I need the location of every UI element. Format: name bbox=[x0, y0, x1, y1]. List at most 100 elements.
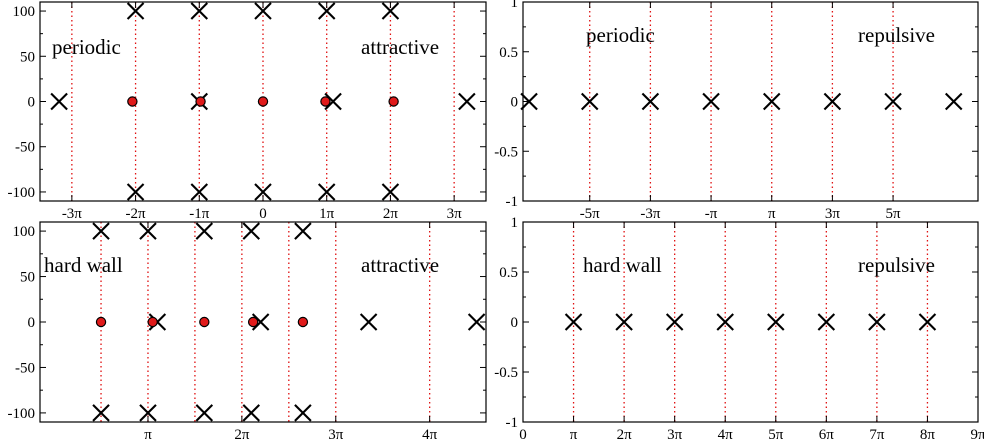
cross-marker-10 bbox=[139, 404, 157, 422]
x-tick-label: 6π bbox=[819, 427, 835, 443]
cross-marker-3 bbox=[467, 313, 486, 331]
y-tick-label: 0 bbox=[28, 95, 36, 111]
panel-bottom-right: 0 π 2π 3π 4π 5π 6π 7π 8π 9π -1 -0.5 0 0.5 1 hard wall re… bbox=[494, 215, 984, 443]
y-tick-label: -1 bbox=[506, 415, 519, 431]
x-tick-label: -5π bbox=[580, 206, 600, 222]
x-tick-label: 3π bbox=[447, 206, 463, 222]
x-tick-label: 8π bbox=[920, 427, 936, 443]
cross-marker-0 bbox=[520, 92, 538, 111]
x-tick-label: 0 bbox=[519, 427, 527, 443]
cross-marker-6 bbox=[884, 92, 902, 111]
x-tick-label: 3π bbox=[328, 427, 344, 443]
plot-frame bbox=[522, 221, 979, 423]
cross-marker-6 bbox=[868, 313, 886, 331]
x-tick-label: 4π bbox=[422, 427, 438, 443]
cross-marker-7 bbox=[944, 92, 963, 111]
cross-marker-10 bbox=[190, 183, 209, 201]
panel-annotation: periodic bbox=[586, 23, 655, 47]
cross-marker-4 bbox=[762, 92, 781, 111]
cross-marker-5 bbox=[139, 222, 157, 240]
cross-marker-6 bbox=[195, 222, 214, 240]
plot-frame bbox=[39, 221, 487, 423]
x-tick-label: 2π bbox=[383, 206, 399, 222]
cross-marker-4 bbox=[767, 313, 785, 331]
y-tick-label: -100 bbox=[8, 185, 36, 201]
cross-marker-5 bbox=[190, 2, 209, 20]
x-tick-label: 4π bbox=[718, 427, 734, 443]
red-dot-marker-4 bbox=[297, 316, 309, 328]
panel-annotation: periodic bbox=[52, 35, 121, 59]
y-tick-label: 100 bbox=[13, 224, 36, 240]
x-tick-label: 1π bbox=[319, 206, 335, 222]
y-tick-label: 1 bbox=[511, 215, 519, 231]
x-tick-label: -3π bbox=[640, 206, 660, 222]
x-tick-label: -π bbox=[705, 206, 718, 222]
panel-annotation: attractive bbox=[361, 253, 439, 277]
y-tick-label: 50 bbox=[20, 49, 35, 65]
red-dot-marker-4 bbox=[388, 96, 399, 107]
y-tick-label: 100 bbox=[13, 4, 36, 20]
cross-marker-2 bbox=[641, 92, 660, 111]
x-tick-label: 9π bbox=[970, 427, 984, 443]
x-tick-label: 5π bbox=[886, 206, 902, 222]
cross-marker-2 bbox=[665, 313, 684, 331]
y-tick-label: 0.5 bbox=[499, 265, 518, 281]
x-tick-label: 2π bbox=[617, 427, 633, 443]
cross-marker-5 bbox=[823, 92, 842, 111]
y-tick-label: 0 bbox=[511, 95, 519, 111]
x-tick-label: -1π bbox=[189, 206, 209, 222]
x-tick-label: 7π bbox=[869, 427, 885, 443]
cross-marker-8 bbox=[381, 2, 400, 20]
cross-marker-3 bbox=[702, 92, 720, 111]
y-tick-label: -50 bbox=[15, 140, 35, 156]
panel-annotation: repulsive bbox=[858, 23, 935, 47]
y-tick-label: 50 bbox=[20, 270, 35, 286]
y-tick-label: 0 bbox=[28, 315, 36, 331]
panel-annotation: hard wall bbox=[583, 253, 662, 277]
red-dot-marker-2 bbox=[199, 316, 210, 328]
cross-marker-7 bbox=[918, 313, 937, 331]
y-tick-label: -50 bbox=[15, 360, 35, 376]
cross-marker-12 bbox=[242, 404, 261, 422]
cross-marker-13 bbox=[294, 404, 312, 422]
y-tick-label: -1 bbox=[506, 194, 519, 210]
x-tick-label: π bbox=[144, 427, 152, 443]
red-dot-marker-1 bbox=[147, 316, 158, 328]
panel-annotation: hard wall bbox=[44, 253, 123, 277]
x-tick-label: -3π bbox=[62, 206, 82, 222]
cross-marker-5 bbox=[817, 313, 836, 331]
y-tick-label: 0.5 bbox=[499, 45, 518, 61]
y-tick-label: -0.5 bbox=[494, 144, 518, 160]
y-tick-label: -100 bbox=[8, 406, 36, 422]
x-tick-label: π bbox=[768, 206, 776, 222]
panel-bottom-left: π 2π 3π 4π -100 -50 0 50 100 hard wall attractive bbox=[8, 221, 487, 443]
red-dot-marker-3 bbox=[247, 316, 259, 328]
x-tick-label: 0 bbox=[259, 206, 267, 222]
panel-annotation: attractive bbox=[361, 35, 439, 59]
cross-marker-7 bbox=[317, 2, 336, 20]
y-tick-label: -0.5 bbox=[494, 365, 518, 381]
panel-top-right: -5π -3π -π π 3π 5π -1 -0.5 0 0.5 1 periodic repulsiv… bbox=[494, 0, 979, 222]
cross-marker-2 bbox=[359, 313, 378, 331]
cross-marker-9 bbox=[92, 404, 110, 422]
red-dot-marker-0 bbox=[127, 96, 138, 107]
cross-marker-3 bbox=[458, 92, 476, 111]
x-tick-label: 5π bbox=[768, 427, 784, 443]
panel-annotation: repulsive bbox=[858, 253, 935, 277]
cross-marker-11 bbox=[254, 183, 272, 201]
cross-marker-6 bbox=[254, 2, 272, 20]
red-dot-marker-3 bbox=[320, 96, 331, 107]
cross-marker-1 bbox=[580, 92, 599, 111]
x-tick-label: -2π bbox=[126, 206, 146, 222]
cross-marker-3 bbox=[716, 313, 734, 331]
x-tick-label: 2π bbox=[234, 427, 250, 443]
cross-marker-7 bbox=[242, 222, 261, 240]
red-dot-marker-0 bbox=[95, 316, 107, 328]
cross-marker-1 bbox=[251, 313, 270, 331]
x-tick-label: 3π bbox=[825, 206, 841, 222]
red-dot-marker-1 bbox=[195, 96, 206, 107]
cross-marker-9 bbox=[126, 183, 145, 201]
cross-marker-0 bbox=[564, 313, 583, 331]
cross-marker-4 bbox=[126, 2, 145, 20]
